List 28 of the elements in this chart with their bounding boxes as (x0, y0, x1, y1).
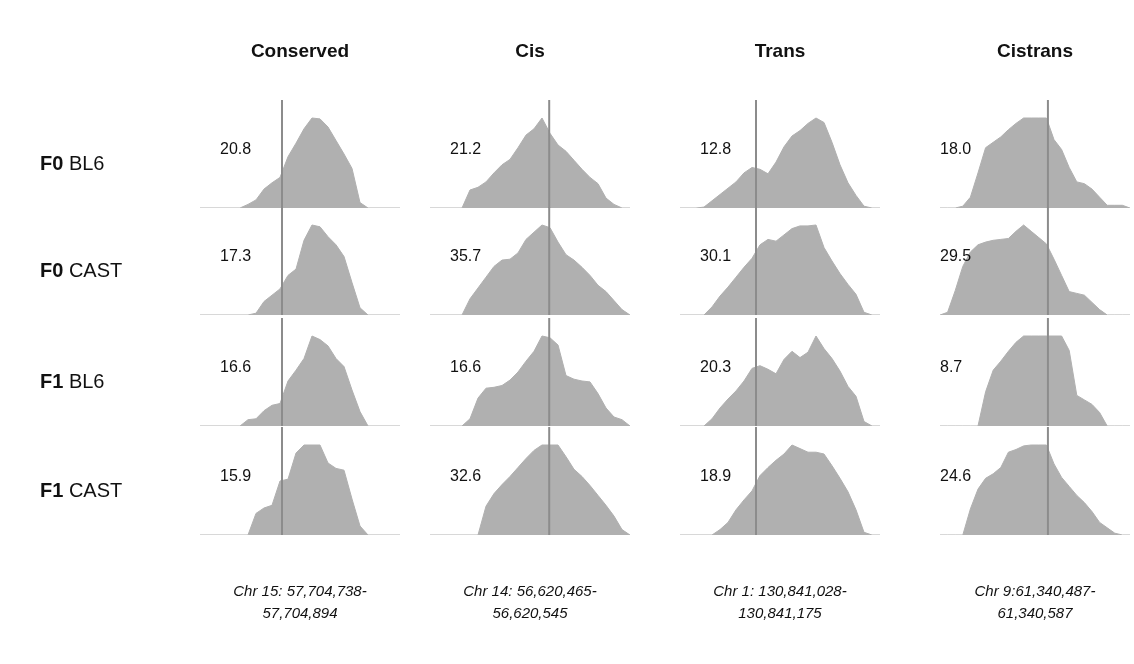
text: Chr 14: 56,620,465-56,620,545 (462, 581, 598, 623)
annotation: 8.7 (940, 358, 963, 376)
annotation: 12.8 (700, 140, 732, 158)
chart-title: Cistrans (996, 40, 1074, 62)
annotation: 15.9 (220, 467, 252, 485)
text: Chr 9:61,340,487-61,340,587 (973, 581, 1097, 623)
y-axis-title: F0 BL6 (40, 152, 105, 175)
annotation: 20.3 (700, 358, 732, 376)
y-axis-title: F1 BL6 (40, 370, 105, 393)
y-axis-title: F1 CAST (40, 479, 123, 502)
annotation: 35.7 (450, 247, 482, 265)
chart-title: Cis (514, 40, 546, 62)
chart-title: Trans (753, 40, 807, 62)
annotation: 18.9 (700, 467, 732, 485)
annotation: 30.1 (700, 247, 732, 265)
annotation: 17.3 (220, 247, 252, 265)
annotation: 29.5 (940, 247, 972, 265)
annotation: 32.6 (450, 467, 482, 485)
annotation: 21.2 (450, 140, 482, 158)
annotation: 16.6 (220, 358, 252, 376)
annotation: 24.6 (940, 467, 972, 485)
annotation: 18.0 (940, 140, 972, 158)
y-axis-title: F0 CAST (40, 259, 123, 282)
text: Chr 15: 57,704,738-57,704,894 (232, 581, 368, 623)
text: Chr 1: 130,841,028-130,841,175 (712, 581, 848, 623)
annotation: 20.8 (220, 140, 252, 158)
chart-title: Conserved (249, 40, 351, 62)
annotation: 16.6 (450, 358, 482, 376)
